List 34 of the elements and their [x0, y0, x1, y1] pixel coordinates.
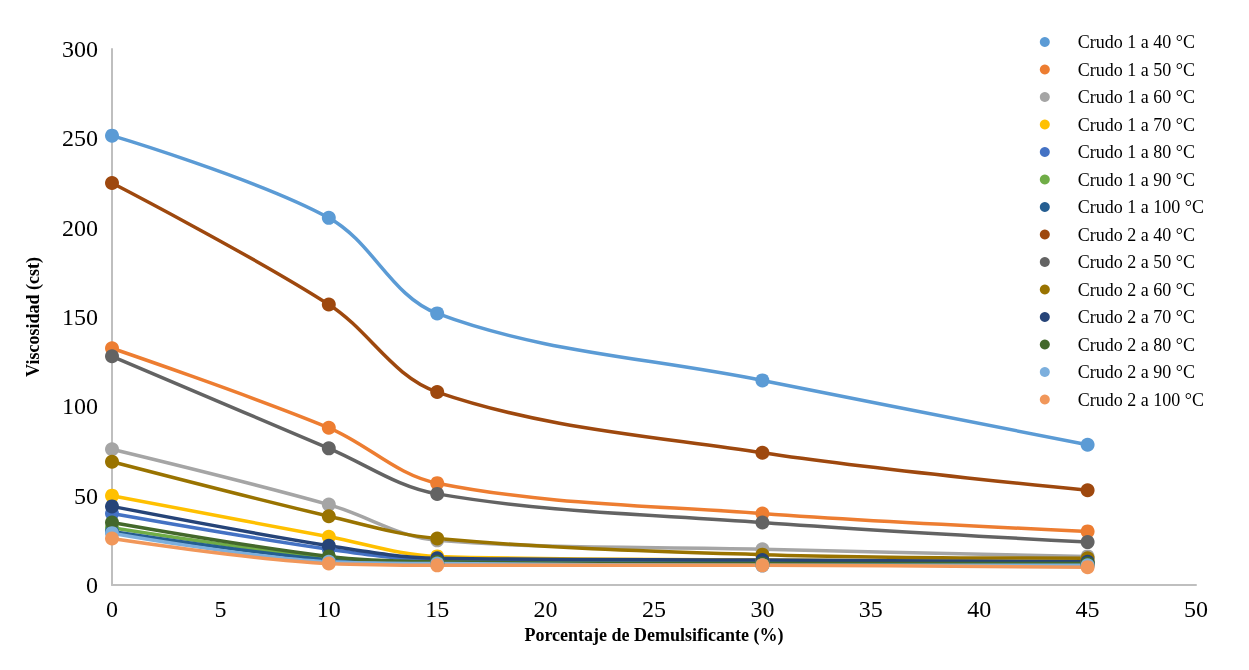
y-tick-label: 0	[86, 572, 98, 598]
legend-label: Crudo 1 a 60 °C	[1077, 87, 1196, 107]
x-tick-label: 15	[425, 596, 450, 622]
y-axis-title: Viscosidad (cst)	[23, 257, 44, 377]
y-tick-label: 100	[62, 393, 98, 420]
legend-label: Crudo 1 a 70 °C	[1077, 114, 1196, 135]
x-tick-label: 25	[642, 596, 666, 622]
x-tick-label: 35	[858, 596, 883, 622]
y-tick-label: 300	[62, 36, 98, 62]
x-tick-label: 0	[106, 596, 118, 622]
legend-label: Crudo 2 a 70 °C	[1077, 307, 1196, 327]
y-tick-label: 50	[74, 482, 98, 509]
x-tick-label: 40	[967, 596, 992, 622]
y-tick-label: 250	[62, 125, 98, 152]
x-tick-label: 45	[1075, 596, 1100, 622]
x-tick-label: 50	[1184, 596, 1208, 622]
legend-label: Crudo 2 a 40 °C	[1077, 224, 1196, 245]
x-tick-label: 5	[214, 596, 227, 622]
legend-label: Crudo 1 a 100 °C	[1077, 197, 1205, 217]
legend-label: Crudo 2 a 100 °C	[1077, 389, 1205, 410]
legend-label: Crudo 1 a 40 °C	[1077, 32, 1196, 52]
legend-label: Crudo 2 a 80 °C	[1077, 334, 1196, 355]
y-tick-label: 150	[62, 304, 98, 330]
legend-label: Crudo 2 a 60 °C	[1077, 279, 1196, 300]
x-tick-label: 10	[316, 596, 341, 622]
x-axis-title: Porcentaje de Demulsificante (%)	[524, 624, 784, 646]
legend-label: Crudo 1 a 50 °C	[1077, 59, 1196, 80]
legend-label: Crudo 1 a 80 °C	[1077, 142, 1196, 162]
legend-label: Crudo 2 a 50 °C	[1077, 252, 1196, 272]
x-tick-label: 20	[533, 596, 558, 622]
legend-label: Crudo 2 a 90 °C	[1077, 362, 1196, 382]
y-tick-label: 200	[62, 214, 98, 241]
x-tick-label: 30	[750, 596, 775, 622]
legend-label: Crudo 1 a 90 °C	[1077, 169, 1196, 190]
